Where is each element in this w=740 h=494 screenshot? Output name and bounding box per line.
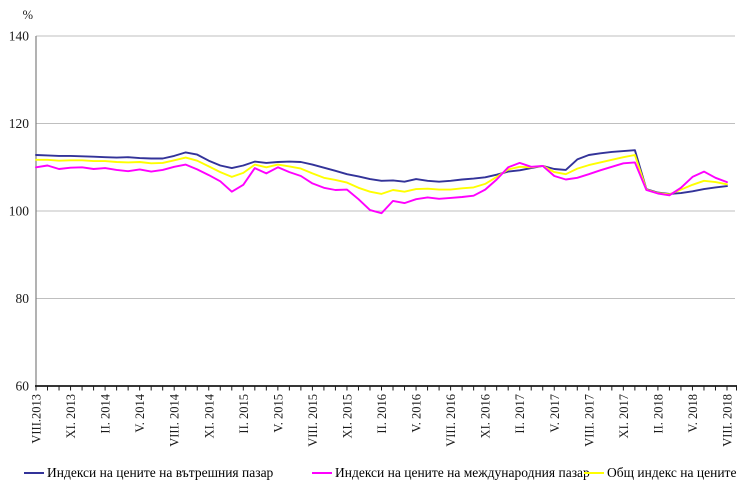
legend-label-international: Индекси на цените на международния пазар bbox=[335, 465, 590, 480]
svg-text:VIII. 2017: VIII. 2017 bbox=[582, 394, 596, 447]
svg-text:XI. 2015: XI. 2015 bbox=[340, 394, 354, 438]
plot-area-svg: 140 120 100 80 60% VIII.2013 XI. 2013 II. 2014 V… bbox=[9, 8, 737, 447]
legend-label-overall: Общ индекс на цените bbox=[607, 465, 737, 480]
svg-text:80: 80 bbox=[16, 291, 30, 306]
legend-swatch-international-line bbox=[312, 472, 332, 474]
svg-text:II. 2017: II. 2017 bbox=[513, 394, 527, 434]
legend-swatch-overall-line bbox=[584, 472, 604, 474]
svg-text:V. 2018: V. 2018 bbox=[686, 394, 700, 433]
legend-item-domestic: Индекси на цените на вътрешния пазар bbox=[24, 463, 273, 483]
svg-text:V. 2014: V. 2014 bbox=[133, 393, 147, 432]
svg-text:XI. 2017: XI. 2017 bbox=[617, 394, 631, 438]
svg-text:XI. 2016: XI. 2016 bbox=[479, 394, 493, 438]
svg-text:VIII. 2016: VIII. 2016 bbox=[444, 394, 458, 447]
svg-text:100: 100 bbox=[9, 204, 30, 219]
legend-swatch-domestic-line bbox=[24, 472, 44, 474]
svg-text:%: % bbox=[23, 8, 33, 22]
svg-text:II. 2014: II. 2014 bbox=[99, 393, 113, 433]
svg-text:VIII.2013: VIII.2013 bbox=[30, 394, 44, 444]
svg-text:VIII. 2014: VIII. 2014 bbox=[168, 393, 182, 447]
svg-text:II. 2015: II. 2015 bbox=[237, 394, 251, 434]
svg-text:120: 120 bbox=[9, 116, 30, 131]
svg-text:II. 2018: II. 2018 bbox=[651, 394, 665, 434]
chart-legend: Индекси на цените на вътрешния пазар Инд… bbox=[0, 463, 740, 485]
svg-text:VIII. 2015: VIII. 2015 bbox=[306, 394, 320, 447]
svg-text:V. 2017: V. 2017 bbox=[548, 394, 562, 433]
svg-text:II. 2016: II. 2016 bbox=[375, 394, 389, 434]
legend-item-overall: Общ индекс на цените bbox=[584, 463, 736, 483]
legend-label-domestic: Индекси на цените на вътрешния пазар bbox=[47, 465, 274, 480]
legend-item-international: Индекси на цените на международния пазар bbox=[312, 463, 590, 483]
svg-text:XI. 2013: XI. 2013 bbox=[64, 394, 78, 438]
svg-text:V. 2015: V. 2015 bbox=[271, 394, 285, 433]
svg-text:XI. 2014: XI. 2014 bbox=[202, 393, 216, 438]
svg-text:60: 60 bbox=[16, 379, 30, 394]
svg-text:V. 2016: V. 2016 bbox=[410, 394, 424, 433]
svg-text:VIII. 2018: VIII. 2018 bbox=[721, 394, 735, 447]
svg-text:140: 140 bbox=[9, 29, 30, 44]
